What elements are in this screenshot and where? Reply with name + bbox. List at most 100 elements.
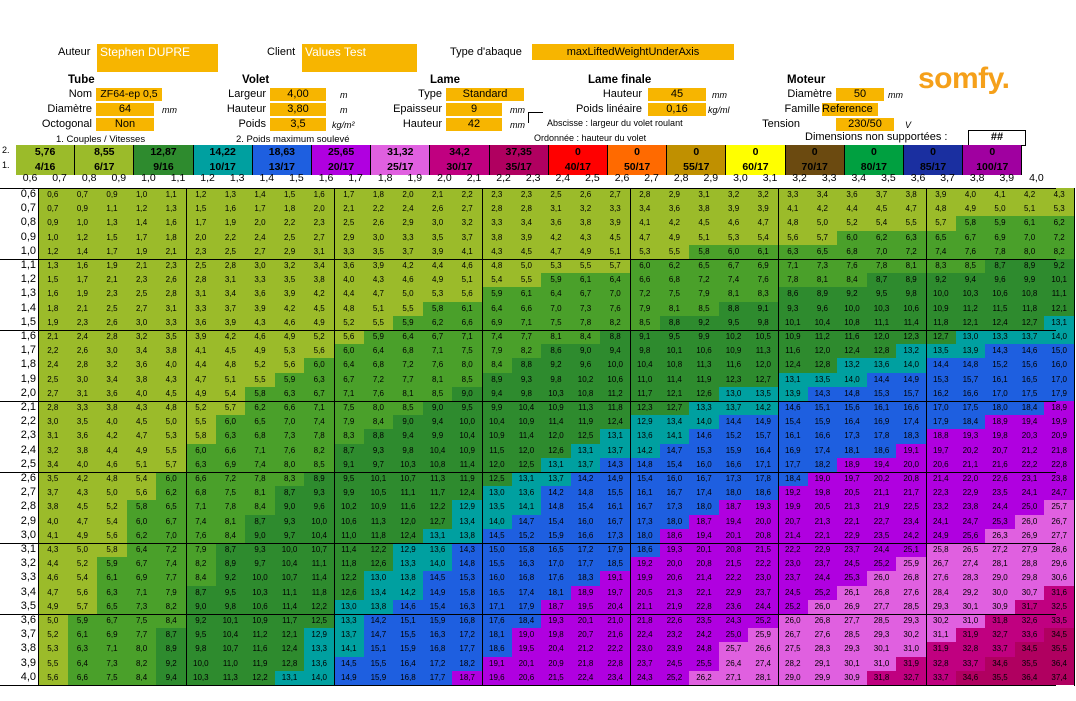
grid-cell: 3,5 xyxy=(274,273,305,288)
grid-cell: 16,8 xyxy=(452,614,482,629)
grid-cell: 16,5 xyxy=(1014,372,1045,387)
grid-cell: 14,3 xyxy=(985,344,1015,359)
grid-cell: 2,5 xyxy=(274,230,305,245)
grid-cell: 3,1 xyxy=(541,202,571,217)
grid-cell: 6,3 xyxy=(215,429,246,444)
grid-cell: 22,2 xyxy=(718,571,749,586)
grid-cell: 16,5 xyxy=(482,585,512,600)
tube-nom-field[interactable]: ZF64-ep 0,5 xyxy=(96,88,162,101)
lame-epaisseur-field[interactable]: 9 xyxy=(446,103,502,116)
grid-cell: 14,0 xyxy=(482,514,512,529)
grid-cell: 14,6 xyxy=(393,599,423,614)
volet-largeur-field[interactable]: 4,00 xyxy=(270,88,326,101)
grid-cell: 12,3 xyxy=(630,401,660,416)
grid-cell: 8,2 xyxy=(600,315,630,330)
grid-cell: 6,3 xyxy=(778,244,808,259)
grid-cell: 29,2 xyxy=(955,585,986,600)
grid-separator-h xyxy=(0,259,1056,260)
grid-cell: 13,1 xyxy=(541,457,571,472)
tube-diametre-field[interactable]: 64 xyxy=(96,103,154,116)
grid-row: 1,3 1,6 1,9 2,3 2,5 2,8 3,1 3,4 3,6 3,9 4,2 4,4 4,7 5… xyxy=(0,287,1076,302)
grid-cell: 24,7 xyxy=(955,514,986,529)
grid-cell: 13,3 xyxy=(304,642,334,657)
lame-hauteur-field[interactable]: 42 xyxy=(446,118,502,131)
grid-cell: 16,9 xyxy=(866,415,897,430)
grid-cell: 4,7 xyxy=(38,585,68,600)
grid-cell: 5,6 xyxy=(778,230,808,245)
grid-cell: 9,0 xyxy=(393,415,423,430)
tube-octogonal-field[interactable]: Non xyxy=(96,118,154,131)
grid-cell: 18,7 xyxy=(718,500,749,515)
grid-row: 2,9 4,0 4,7 5,4 6,0 6,7 7,4 8,1 8,7 9,3 10,0 10,6 11… xyxy=(0,514,1076,529)
grid-cell: 7,6 xyxy=(363,386,394,401)
grid-cell: 2,1 xyxy=(126,259,157,274)
moteur-diametre-field[interactable]: 50 xyxy=(836,88,884,101)
grid-cell: 1,5 xyxy=(274,188,305,203)
client-field[interactable]: Values Test xyxy=(302,44,417,72)
grid-cell: 6,3 xyxy=(896,230,926,245)
grid-cell: 12,6 xyxy=(689,386,719,401)
grid-cell: 22,5 xyxy=(896,500,926,515)
grid-cell: 6,0 xyxy=(837,230,867,245)
grid-cell: 8,3 xyxy=(926,259,956,274)
y-tick-label: 1,3 xyxy=(20,287,36,300)
type-abaque-field[interactable]: maxLiftedWeightUnderAxis xyxy=(532,44,734,60)
grid-cell: 7,0 xyxy=(274,415,305,430)
grid-cell: 12,7 xyxy=(748,372,778,387)
grid-cell: 25,3 xyxy=(985,514,1015,529)
tension-field[interactable]: 230/50 xyxy=(836,118,894,131)
volet-poids-field[interactable]: 3,5 xyxy=(270,118,326,131)
grid-cell: 12,0 xyxy=(482,457,512,472)
lame-finale-poids-field[interactable]: 0,16 xyxy=(648,103,706,116)
tube-octogonal-label: Octogonal xyxy=(41,118,92,130)
grid-separator-v xyxy=(630,188,631,686)
grid-cell: 6,5 xyxy=(245,415,275,430)
grid-cell: 3,1 xyxy=(304,244,334,259)
grid-cell: 24,4 xyxy=(985,500,1015,515)
grid-cell: 5,7 xyxy=(600,259,630,274)
grid-cell: 18,8 xyxy=(926,429,956,444)
grid-cell: 9,0 xyxy=(422,401,453,416)
volet-hauteur-field[interactable]: 3,80 xyxy=(270,103,326,116)
grid-cell: 2,7 xyxy=(452,202,482,217)
grid-cell: 2,8 xyxy=(482,202,512,217)
grid-cell: 19,2 xyxy=(778,486,808,501)
grid-cell: 7,6 xyxy=(422,358,453,373)
motor-bar-cell: 50/17 xyxy=(608,160,668,175)
grid-cell: 2,8 xyxy=(38,401,68,416)
grid-cell: 21,8 xyxy=(570,656,601,671)
grid-cell: 3,0 xyxy=(38,415,68,430)
grid-cell: 16,0 xyxy=(659,472,690,487)
grid-cell: 10,1 xyxy=(215,614,246,629)
grid-cell: 7,0 xyxy=(866,244,897,259)
grid-cell: 15,8 xyxy=(452,585,482,600)
bar-row2-label: 2. xyxy=(2,145,10,155)
grid-cell: 16,2 xyxy=(926,386,956,401)
grid-cell: 11,5 xyxy=(985,301,1015,316)
grid-cell: 20,0 xyxy=(896,457,926,472)
grid-cell: 15,4 xyxy=(778,415,808,430)
grid-cell: 0,6 xyxy=(38,188,68,203)
grid-cell: 9,2 xyxy=(186,614,216,629)
moteur-famille-field[interactable]: Reference xyxy=(822,103,878,116)
grid-cell: 1,1 xyxy=(97,202,127,217)
grid-cell: 12,7 xyxy=(659,401,690,416)
auteur-field[interactable]: Stephen DUPRE xyxy=(97,44,218,72)
grid-cell: 16,8 xyxy=(393,670,423,685)
lame-finale-hauteur-field[interactable]: 45 xyxy=(648,88,706,101)
grid-cell: 5,2 xyxy=(837,216,867,231)
dims-field[interactable]: ## xyxy=(968,130,1026,146)
grid-cell: 2,3 xyxy=(126,273,157,288)
grid-cell: 5,8 xyxy=(186,429,216,444)
grid-cell: 9,1 xyxy=(630,330,660,345)
grid-cell: 16,0 xyxy=(689,457,719,472)
lame-type-field[interactable]: Standard xyxy=(446,88,524,101)
grid-separator-v xyxy=(186,188,187,686)
grid-cell: 4,9 xyxy=(186,386,216,401)
grid-cell: 8,4 xyxy=(482,358,512,373)
grid-cell: 4,5 xyxy=(215,344,246,359)
grid-cell: 21,2 xyxy=(1014,443,1045,458)
grid-cell: 4,3 xyxy=(38,543,68,558)
grid-cell: 3,0 xyxy=(67,372,98,387)
grid-cell: 27,6 xyxy=(807,628,838,643)
